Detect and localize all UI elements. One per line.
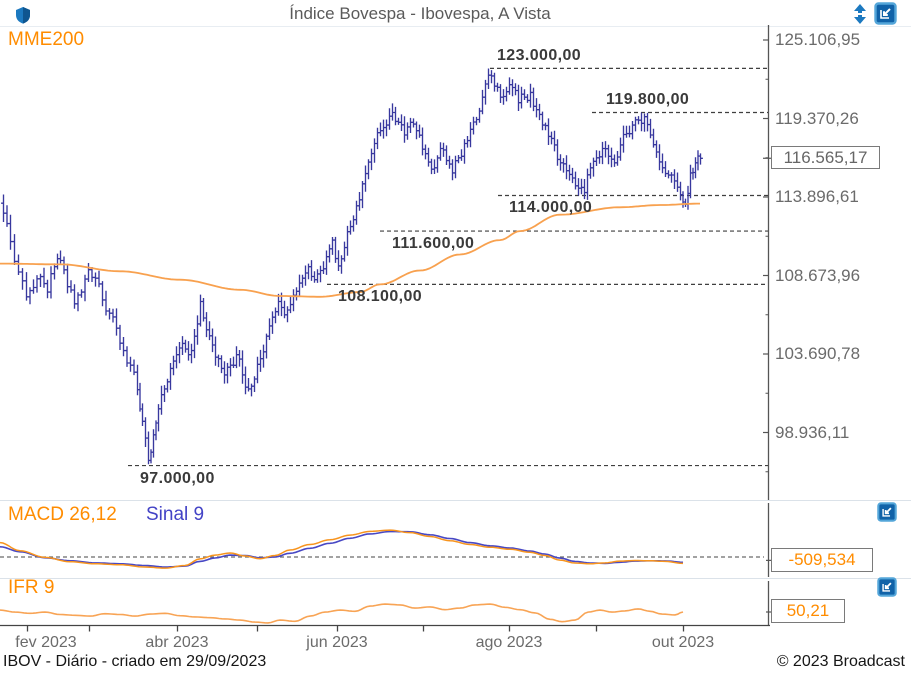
x-axis-label-0: fev 2023 <box>15 634 77 651</box>
ifr-expand-icon[interactable] <box>877 577 897 602</box>
y-axis-label-3: 108.673,96 <box>775 265 861 285</box>
macd-signal-label: Sinal 9 <box>146 504 205 525</box>
macd-expand-icon[interactable] <box>877 502 897 527</box>
chart-title: Índice Bovespa - Ibovespa, A Vista <box>289 4 551 23</box>
level-label-5: 97.000,00 <box>140 469 215 487</box>
level-label-0: 123.000,00 <box>497 47 582 65</box>
copyright-label: © 2023 Broadcast <box>776 653 905 670</box>
y-axis-label-1: 119.370,26 <box>775 108 859 128</box>
x-axis-label-4: out 2023 <box>651 634 715 651</box>
chart-caption: IBOV - Diário - criado em 29/09/2023 <box>3 653 267 670</box>
ifr-value-box: 50,21 <box>771 599 845 623</box>
ifr-indicator-label: IFR 9 <box>8 577 55 598</box>
y-axis-label-0: 125.106,95 <box>775 30 861 49</box>
y-axis-label-4: 103.690,78 <box>775 344 861 363</box>
expand-chart-icon[interactable] <box>874 2 897 30</box>
level-label-4: 108.100,00 <box>338 288 423 306</box>
sort-up-down-icon[interactable] <box>852 3 868 30</box>
macd-indicator-label: MACD 26,12 <box>8 504 117 525</box>
x-axis-label-1: abr 2023 <box>145 634 209 651</box>
y-axis-label-5: 98.936,11 <box>775 422 850 442</box>
level-label-3: 111.600,00 <box>392 235 475 253</box>
x-axis-label-3: ago 2023 <box>475 634 543 651</box>
x-axis-label-2: jun 2023 <box>306 634 368 651</box>
mme200-indicator-label: MME200 <box>8 29 85 50</box>
current-price-box: 116.565,17 <box>771 146 880 170</box>
broadcast-shield-icon <box>14 6 32 30</box>
level-label-1: 119.800,00 <box>606 91 690 109</box>
level-label-2: 114.000,00 <box>509 199 593 217</box>
y-axis-label-2: 113.896,61 <box>775 187 859 206</box>
macd-value-box: -509,534 <box>771 548 873 572</box>
